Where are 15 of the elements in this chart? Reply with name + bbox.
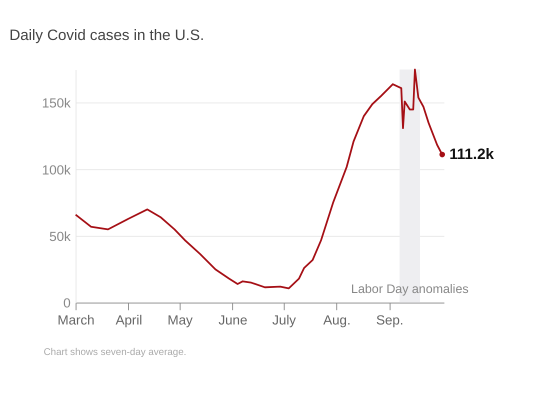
x-tick-label: July	[272, 312, 296, 328]
data-label: 111.2k	[449, 146, 494, 163]
y-tick-label: 100k	[42, 162, 72, 178]
x-tick-label: March	[58, 312, 95, 328]
text: Chart shows seven-day average.	[44, 347, 186, 358]
chart-title: Daily Covid cases in the U.S.	[9, 27, 204, 44]
x-tick-label: June	[218, 312, 248, 328]
x-tick-label: April	[116, 312, 142, 328]
y-tick-label: 150k	[42, 96, 72, 111]
band-label: Labor Day anomalies	[351, 282, 469, 296]
x-tick-label: Sep.	[376, 312, 404, 328]
y-tick-label: 50k	[49, 228, 72, 244]
y-tick-label: 0	[63, 296, 71, 311]
x-tick-label: May	[167, 312, 193, 328]
x-tick-label: Aug.	[323, 312, 351, 328]
